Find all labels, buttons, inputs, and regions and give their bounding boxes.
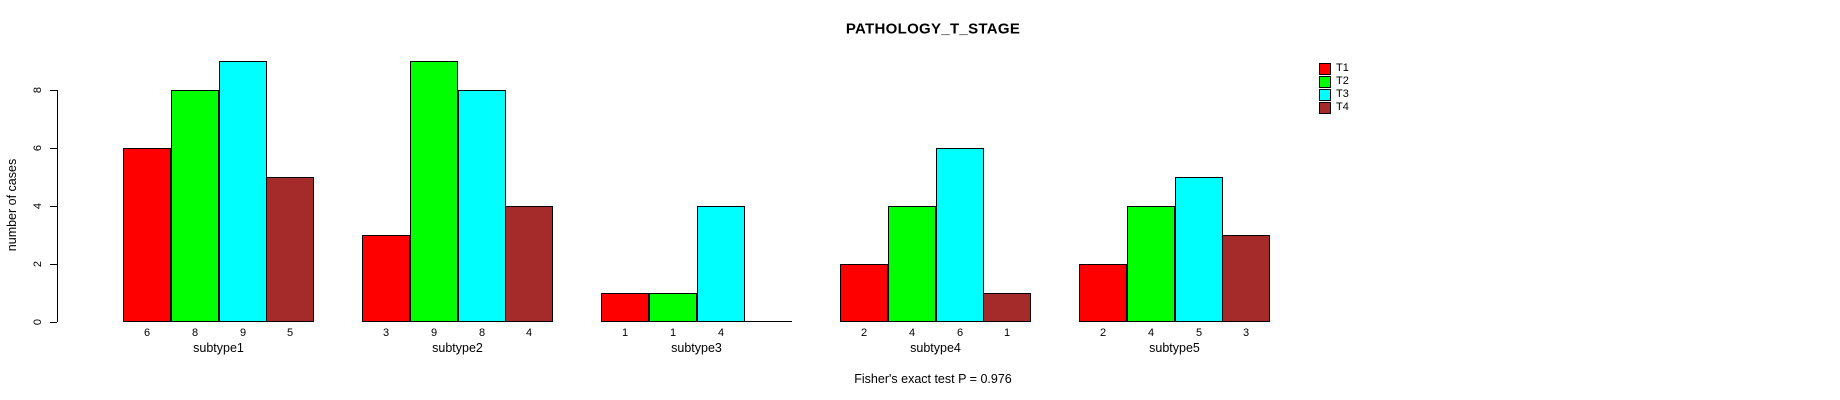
bar [697, 206, 745, 322]
legend-swatch [1319, 88, 1331, 101]
bar-value-label: 1 [621, 327, 629, 339]
category-label: subtype1 [193, 341, 244, 355]
bar-value-label: 6 [143, 327, 151, 339]
y-axis-tick [50, 264, 57, 265]
y-axis-tick-label: 4 [32, 202, 44, 210]
legend-swatch [1319, 75, 1331, 88]
y-axis-tick-label: 2 [32, 260, 44, 268]
bar [458, 90, 506, 322]
legend-swatch [1319, 101, 1331, 114]
category-label: subtype5 [1149, 341, 1200, 355]
bar-value-label: 4 [525, 327, 533, 339]
bar [410, 61, 458, 322]
bar-value-label: 9 [239, 327, 247, 339]
bar [1127, 206, 1175, 322]
bar-value-label: 6 [956, 327, 964, 339]
bar [219, 61, 267, 322]
zero-value-bar-line [744, 321, 792, 322]
bar [123, 148, 171, 322]
chart-title: PATHOLOGY_T_STAGE [845, 20, 1021, 38]
bar [840, 264, 888, 322]
bar-value-label: 4 [1147, 327, 1155, 339]
y-axis-tick [50, 148, 57, 149]
bar-value-label: 4 [908, 327, 916, 339]
bar [266, 177, 314, 322]
bar-value-label: 5 [286, 327, 294, 339]
bar-value-label: 8 [191, 327, 199, 339]
bar [983, 293, 1031, 322]
y-axis-tick [50, 206, 57, 207]
legend-item: T2 [1319, 75, 1349, 88]
bar-value-label: 2 [1099, 327, 1107, 339]
category-label: subtype3 [671, 341, 722, 355]
bar-value-label: 3 [1242, 327, 1250, 339]
bar [1079, 264, 1127, 322]
fisher-test-annotation: Fisher's exact test P = 0.976 [854, 372, 1012, 386]
legend: T1 T2 T3 T4 [1319, 62, 1349, 114]
y-axis-tick-label: 8 [32, 86, 44, 94]
bar [1175, 177, 1223, 322]
bar [936, 148, 984, 322]
legend-item: T3 [1319, 88, 1349, 101]
bar-value-label: 4 [717, 327, 725, 339]
legend-label: T2 [1336, 75, 1349, 87]
bar-value-label: 8 [478, 327, 486, 339]
legend-label: T3 [1336, 88, 1349, 100]
bar [601, 293, 649, 322]
bar-value-label: 9 [430, 327, 438, 339]
legend-item: T1 [1319, 62, 1349, 75]
y-axis-label: number of cases [5, 158, 19, 252]
bar [649, 293, 697, 322]
bar [888, 206, 936, 322]
category-label: subtype4 [910, 341, 961, 355]
y-axis-tick [50, 322, 57, 323]
y-axis-tick [50, 90, 57, 91]
y-axis-tick-label: 0 [32, 318, 44, 326]
bar [1222, 235, 1270, 322]
y-axis-tick-label: 6 [32, 144, 44, 152]
legend-item: T4 [1319, 101, 1349, 114]
bar-value-label: 5 [1195, 327, 1203, 339]
bar-value-label: 3 [382, 327, 390, 339]
legend-label: T1 [1336, 62, 1349, 74]
bar [362, 235, 410, 322]
bar-value-label: 2 [860, 327, 868, 339]
bar-value-label: 1 [669, 327, 677, 339]
legend-swatch [1319, 62, 1331, 75]
bar [505, 206, 553, 322]
bar-value-label: 1 [1003, 327, 1011, 339]
category-label: subtype2 [432, 341, 483, 355]
legend-label: T4 [1336, 101, 1349, 113]
y-axis-line [57, 90, 58, 322]
bar [171, 90, 219, 322]
